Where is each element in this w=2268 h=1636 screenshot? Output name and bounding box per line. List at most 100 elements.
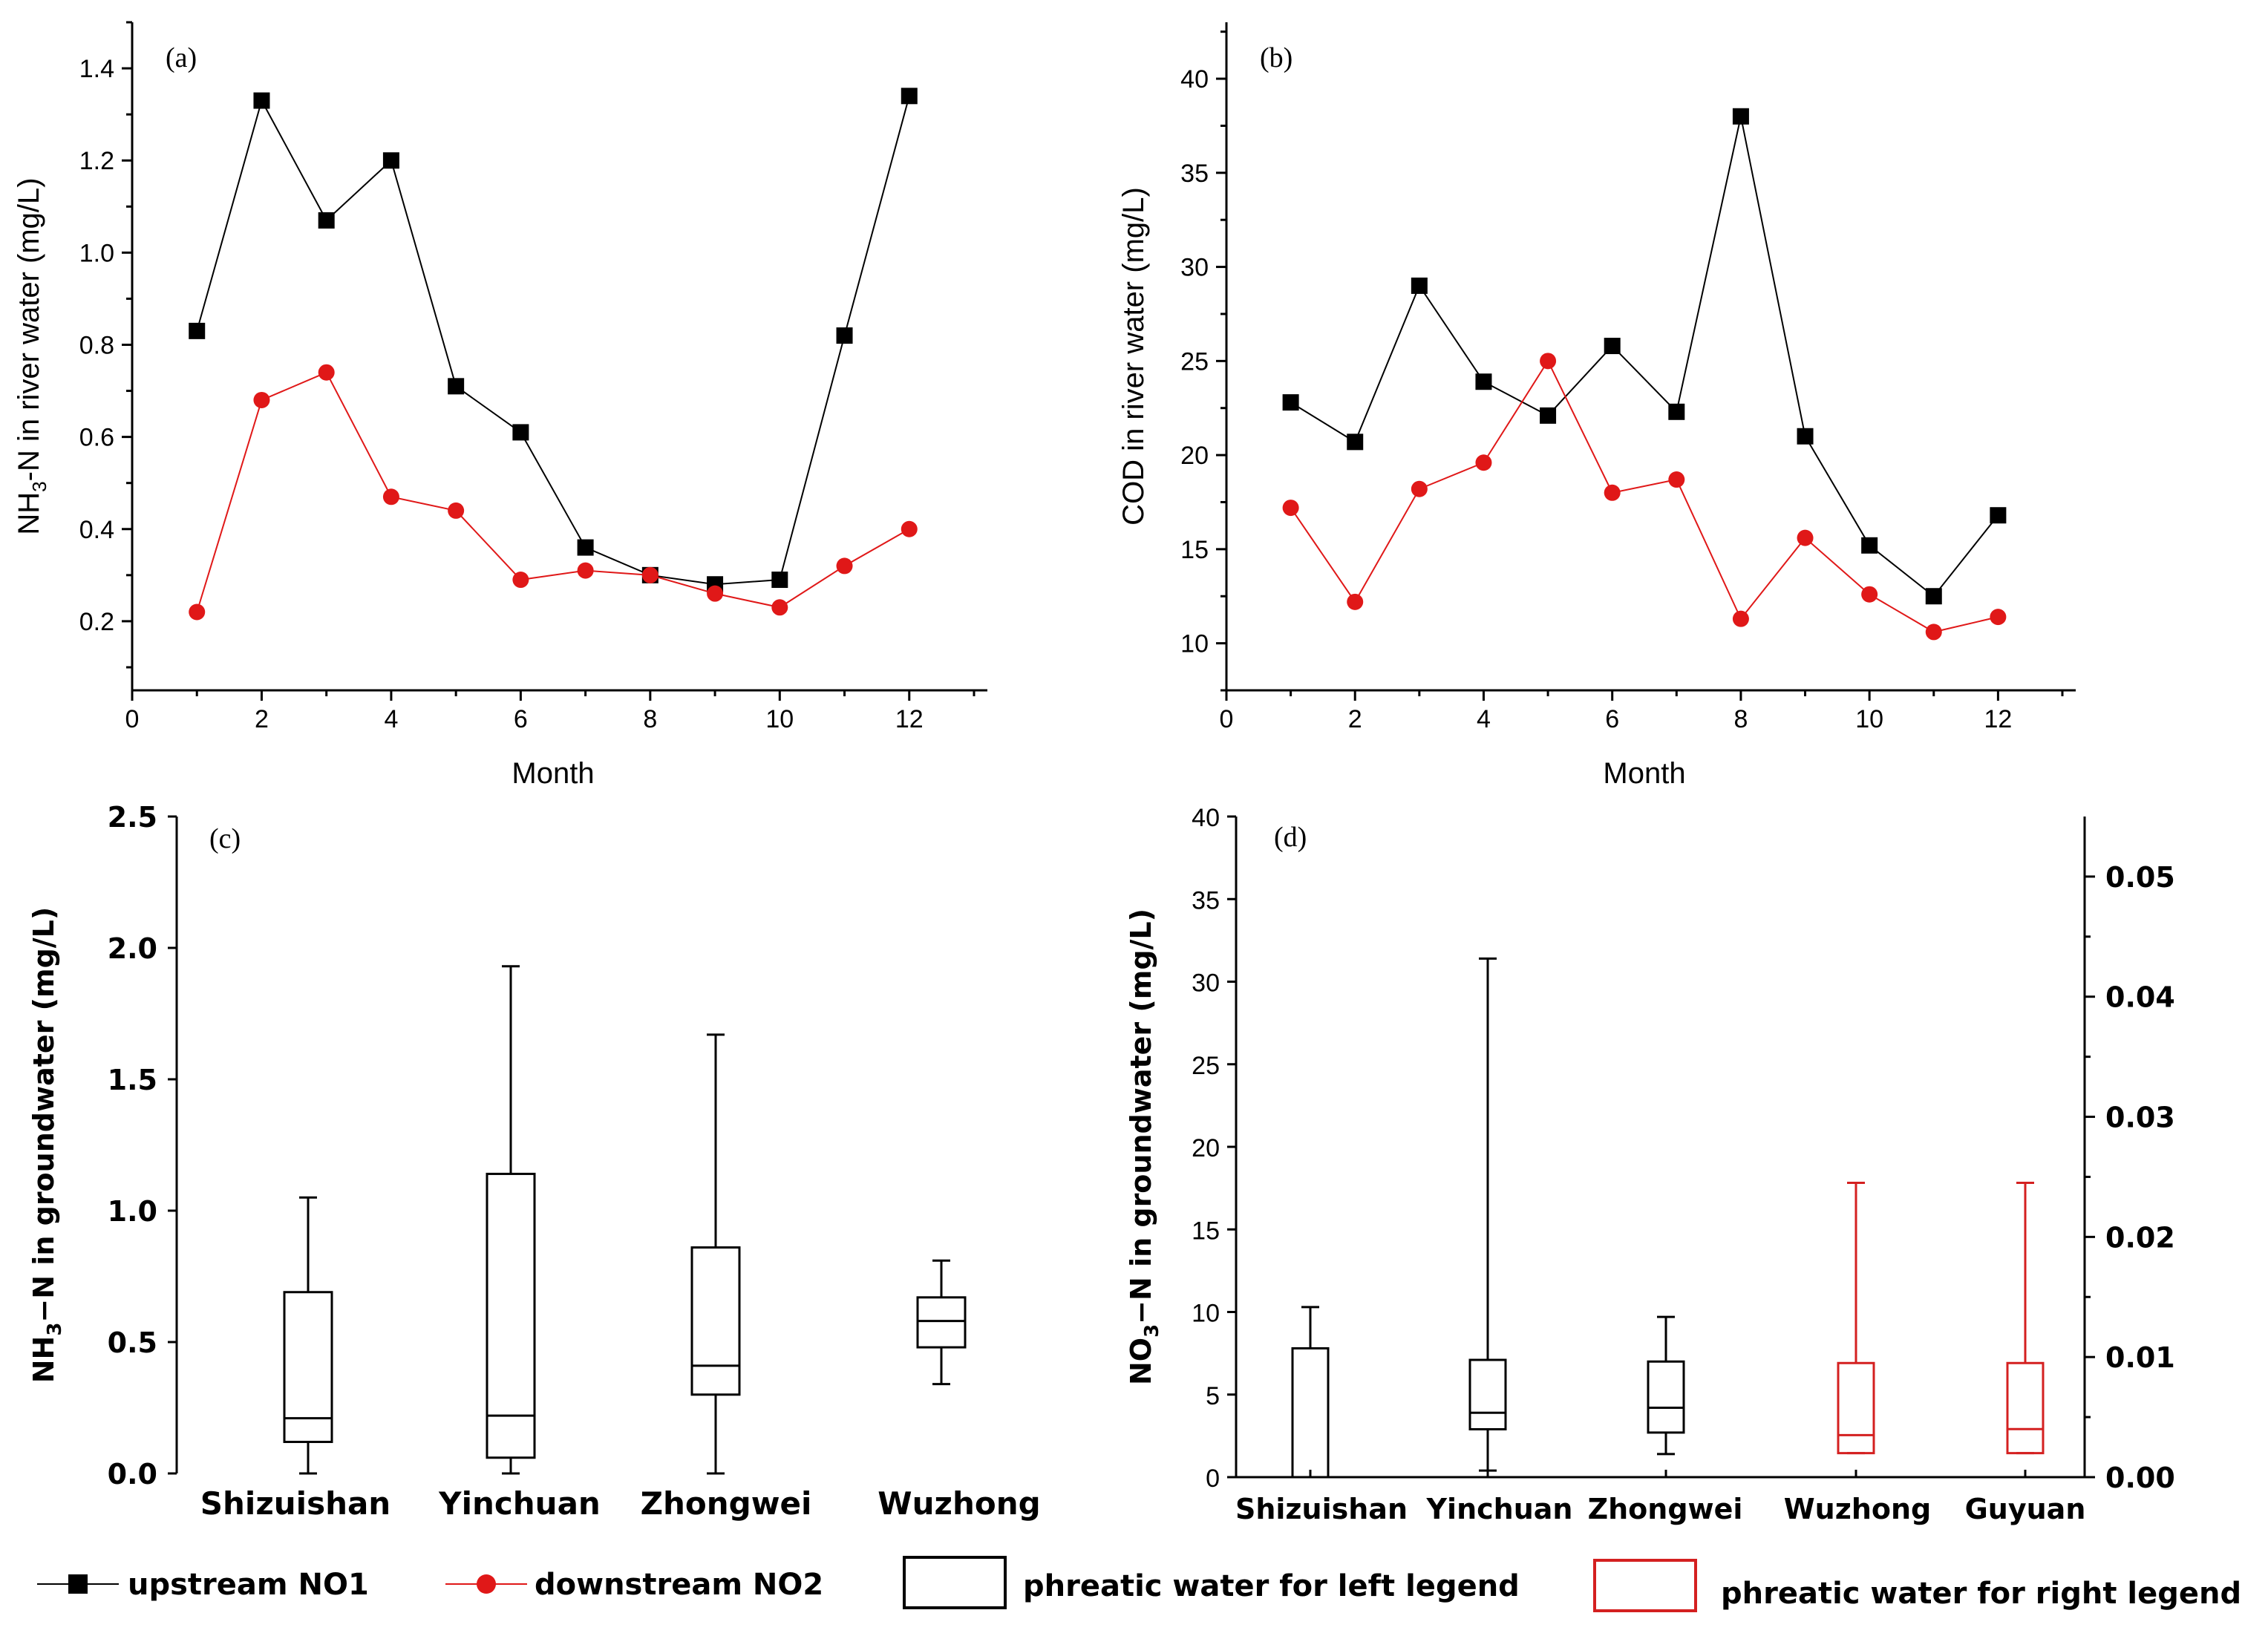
legend-upstream-marker xyxy=(68,1574,88,1594)
box-iqr xyxy=(1468,1358,1507,1430)
x-axis-title: Month xyxy=(512,757,594,790)
y-tick-label: 1.4 xyxy=(79,55,114,83)
series-upstream-line xyxy=(1290,116,1999,598)
y-tick-label: 30 xyxy=(1180,254,1209,282)
y-left-tick-label: 25 xyxy=(1192,1052,1220,1080)
downstream-point xyxy=(1347,593,1364,610)
y-tick-label: 2.5 xyxy=(108,801,157,834)
y-tick-label: 25 xyxy=(1180,347,1209,376)
y-tick-label: 10 xyxy=(1180,630,1209,658)
y-left-tick-label: 35 xyxy=(1192,886,1220,914)
upstream-point xyxy=(577,539,594,556)
upstream-point xyxy=(1347,433,1364,451)
downstream-point xyxy=(1604,484,1621,501)
legend: upstream NO1 downstream NO2 phreatic wat… xyxy=(37,1556,2241,1612)
x-tick-label: 8 xyxy=(1733,705,1748,733)
x-axis-title: Month xyxy=(1603,757,1685,790)
y-left-tick-label: 15 xyxy=(1192,1217,1220,1245)
series-downstream-line xyxy=(196,371,910,612)
downstream-point xyxy=(836,557,853,575)
panel-label: (c) xyxy=(209,823,241,854)
box-iqr xyxy=(2006,1361,2045,1455)
box-iqr xyxy=(1647,1360,1685,1434)
y-tick-label: 0.4 xyxy=(79,516,114,544)
x-tick-label: 2 xyxy=(255,705,269,733)
downstream-point xyxy=(318,364,335,381)
downstream-point xyxy=(448,502,465,519)
y-tick-label: 20 xyxy=(1180,442,1209,470)
box-iqr xyxy=(690,1246,741,1396)
downstream-point xyxy=(1411,480,1428,497)
x-tick-label: 2 xyxy=(1348,705,1362,733)
upstream-point xyxy=(1668,403,1685,420)
panel-label: (d) xyxy=(1274,822,1307,853)
y-tick-label: 1.2 xyxy=(79,147,114,175)
x-tick-label: 10 xyxy=(1855,705,1883,733)
box-iqr xyxy=(1837,1361,1875,1455)
y-left-tick-label: 40 xyxy=(1192,804,1220,832)
box-iqr xyxy=(486,1172,536,1459)
y-axis-title: NH3-N in river water (mg/L) xyxy=(13,177,50,534)
upstream-point xyxy=(771,572,788,589)
y-right-tick-label: 0.05 xyxy=(2105,861,2175,894)
y-right-tick-label: 0.02 xyxy=(2105,1221,2175,1254)
upstream-point xyxy=(253,92,270,109)
upstream-point xyxy=(382,152,399,169)
y-left-tick-label: 20 xyxy=(1192,1134,1220,1162)
downstream-point xyxy=(382,488,399,505)
upstream-point xyxy=(1861,537,1878,554)
downstream-point xyxy=(641,566,658,583)
legend-right-box-label: phreatic water for right legend xyxy=(1721,1577,2241,1611)
series-downstream-line xyxy=(1290,359,1999,633)
x-tick-label: 12 xyxy=(1984,705,2012,733)
panel-label: (a) xyxy=(166,42,197,73)
box-iqr xyxy=(283,1291,333,1444)
upstream-point xyxy=(901,88,918,105)
x-tick-label: 6 xyxy=(514,705,528,733)
upstream-point xyxy=(448,378,465,395)
upstream-point xyxy=(1925,588,1942,605)
category-label: Guyuan xyxy=(1965,1493,2086,1525)
y-tick-label: 1.0 xyxy=(79,239,114,267)
upstream-point xyxy=(1411,277,1428,294)
y-tick-label: 1.5 xyxy=(108,1064,157,1096)
y-tick-label: 0.8 xyxy=(79,331,114,359)
category-label: Yinchuan xyxy=(438,1485,601,1522)
upstream-point xyxy=(1540,407,1557,424)
downstream-point xyxy=(1925,624,1942,641)
y-tick-label: 0.6 xyxy=(79,424,114,452)
y-axis-title: NH3−N in groundwater (mg/L) xyxy=(27,907,66,1384)
y-tick-label: 35 xyxy=(1180,160,1209,188)
legend-downstream-label: downstream NO2 xyxy=(535,1568,823,1602)
upstream-point xyxy=(1797,428,1814,445)
panel-c-box-chart: 0.0 0.5 1.0 1.5 2.0 2.5 NH3−N in groundwater (… xyxy=(27,801,1041,1522)
category-label: Wuzhong xyxy=(878,1485,1040,1522)
y-right-tick-label: 0.00 xyxy=(2105,1462,2175,1494)
panel-b-line-chart: 0 2 4 6 8 10 12 10 15 20 25 30 35 40 Month COD in river… xyxy=(1117,22,2076,790)
category-label: Yinchuan xyxy=(1426,1493,1573,1525)
upstream-point xyxy=(318,212,335,229)
y-axis-title: NO3−N in groundwater (mg/L) xyxy=(1125,909,1163,1385)
x-tick-label: 0 xyxy=(1220,705,1234,733)
upstream-point xyxy=(1475,373,1492,390)
y-tick-label: 0.0 xyxy=(108,1458,157,1491)
upstream-point xyxy=(1604,338,1621,355)
category-label: Shizuishan xyxy=(1235,1493,1408,1525)
category-label: Zhongwei xyxy=(641,1485,812,1522)
downstream-point xyxy=(1990,609,2007,626)
x-tick-label: 6 xyxy=(1605,705,1619,733)
downstream-point xyxy=(1475,454,1492,471)
y-tick-label: 15 xyxy=(1180,536,1209,564)
y-tick-label: 0.5 xyxy=(108,1326,157,1359)
panel-label: (b) xyxy=(1260,42,1293,73)
x-tick-label: 0 xyxy=(125,705,140,733)
y-tick-label: 1.0 xyxy=(108,1195,157,1228)
y-tick-label: 0.2 xyxy=(79,608,114,636)
x-tick-label: 4 xyxy=(1477,705,1491,733)
x-tick-label: 8 xyxy=(643,705,657,733)
downstream-point xyxy=(1861,586,1878,603)
downstream-point xyxy=(1797,529,1814,546)
legend-left-box-label: phreatic water for left legend xyxy=(1023,1569,1520,1603)
y-left-tick-label: 10 xyxy=(1192,1300,1220,1328)
